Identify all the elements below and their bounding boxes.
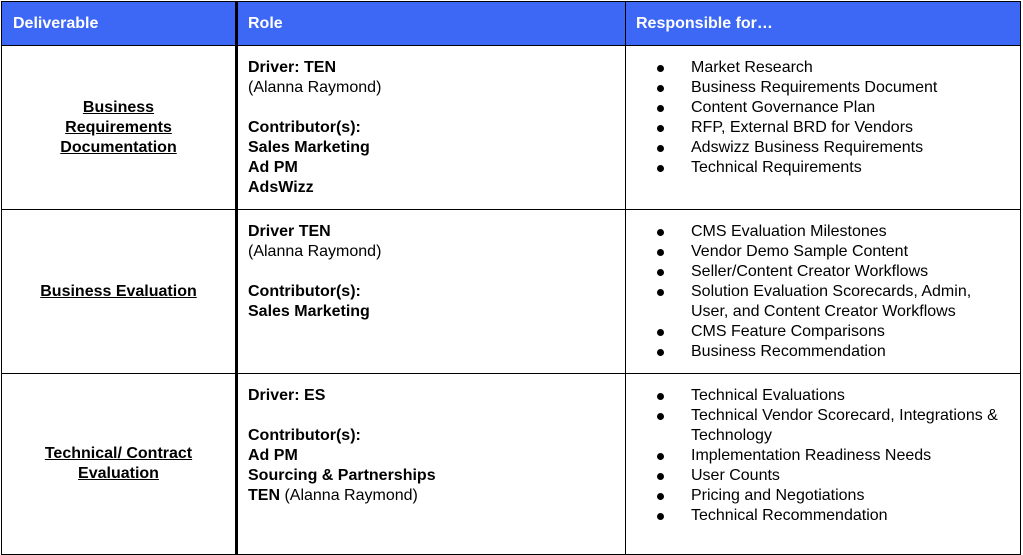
deliverable-cell: Business Requirements Documentation [2, 46, 238, 209]
role-cell: Driver: ES Contributor(s): Ad PM Sourcin… [238, 374, 626, 554]
responsible-cell: Market Research Business Requirements Do… [626, 46, 1020, 209]
list-item: Technical Evaluations [657, 386, 1000, 406]
list-item: Implementation Readiness Needs [657, 446, 1000, 466]
list-item: Market Research [657, 58, 1010, 78]
list-item: Vendor Demo Sample Content [657, 242, 990, 262]
deliverable-name: Business Requirements Documentation [60, 98, 177, 156]
header-deliverable: Deliverable [2, 2, 238, 45]
header-responsible: Responsible for… [636, 15, 773, 32]
responsible-cell: Technical Evaluations Technical Vendor S… [626, 374, 1020, 554]
responsible-cell: CMS Evaluation Milestones Vendor Demo Sa… [626, 210, 1020, 373]
table-row: Business Requirements Documentation Driv… [2, 45, 1020, 209]
contributor: Sourcing & Partnerships [248, 467, 436, 484]
driver-detail: (Alanna Raymond) [248, 243, 382, 260]
contributors-label: Contributor(s): [248, 427, 361, 444]
list-item: Technical Recommendation [657, 506, 1000, 526]
table-row: Technical/ Contract Evaluation Driver: E… [2, 373, 1020, 554]
deliverable-cell: Business Evaluation [2, 210, 238, 373]
list-item: Technical Requirements [657, 158, 1010, 178]
contributor: Ad PM [248, 447, 298, 464]
table-header-row: Deliverable Role Responsible for… [2, 2, 1020, 45]
role-cell: Driver TEN (Alanna Raymond) Contributor(… [238, 210, 626, 373]
driver: Driver: TEN [248, 59, 337, 76]
list-item: Pricing and Negotiations [657, 486, 1000, 506]
contributor: Sales Marketing [248, 303, 370, 320]
list-item: Solution Evaluation Scorecards, Admin, U… [657, 282, 990, 322]
deliverable-name: Technical/ Contract Evaluation [44, 445, 193, 482]
header-role: Role [238, 2, 626, 45]
list-item: RFP, External BRD for Vendors [657, 118, 1010, 138]
contributor: Ad PM [248, 159, 298, 176]
table-row: Business Evaluation Driver TEN (Alanna R… [2, 209, 1020, 373]
driver: Driver: ES [248, 387, 326, 404]
deliverable-name: Business Evaluation [40, 282, 197, 300]
contributor: Sales Marketing [248, 139, 370, 156]
driver: Driver TEN [248, 223, 331, 240]
role-cell: Driver: TEN (Alanna Raymond) Contributor… [238, 46, 626, 209]
driver-detail: (Alanna Raymond) [248, 79, 382, 96]
contributor-person: (Alanna Raymond) [280, 487, 418, 504]
list-item: CMS Feature Comparisons [657, 322, 990, 342]
list-item: Adswizz Business Requirements [657, 138, 1010, 158]
list-item: Content Governance Plan [657, 98, 1010, 118]
deliverable-cell: Technical/ Contract Evaluation [2, 374, 238, 554]
contributors-label: Contributor(s): [248, 283, 361, 300]
list-item: Business Recommendation [657, 342, 990, 362]
list-item: CMS Evaluation Milestones [657, 222, 990, 242]
list-item: User Counts [657, 466, 1000, 486]
list-item: Seller/Content Creator Workflows [657, 262, 990, 282]
contributor: TEN (Alanna Raymond) [248, 486, 615, 506]
contributor-org: TEN [248, 487, 280, 504]
list-item: Technical Vendor Scorecard, Integrations… [657, 406, 1000, 446]
list-item: Business Requirements Document [657, 78, 1010, 98]
contributors-label: Contributor(s): [248, 119, 361, 136]
contributor: AdsWizz [248, 179, 314, 196]
